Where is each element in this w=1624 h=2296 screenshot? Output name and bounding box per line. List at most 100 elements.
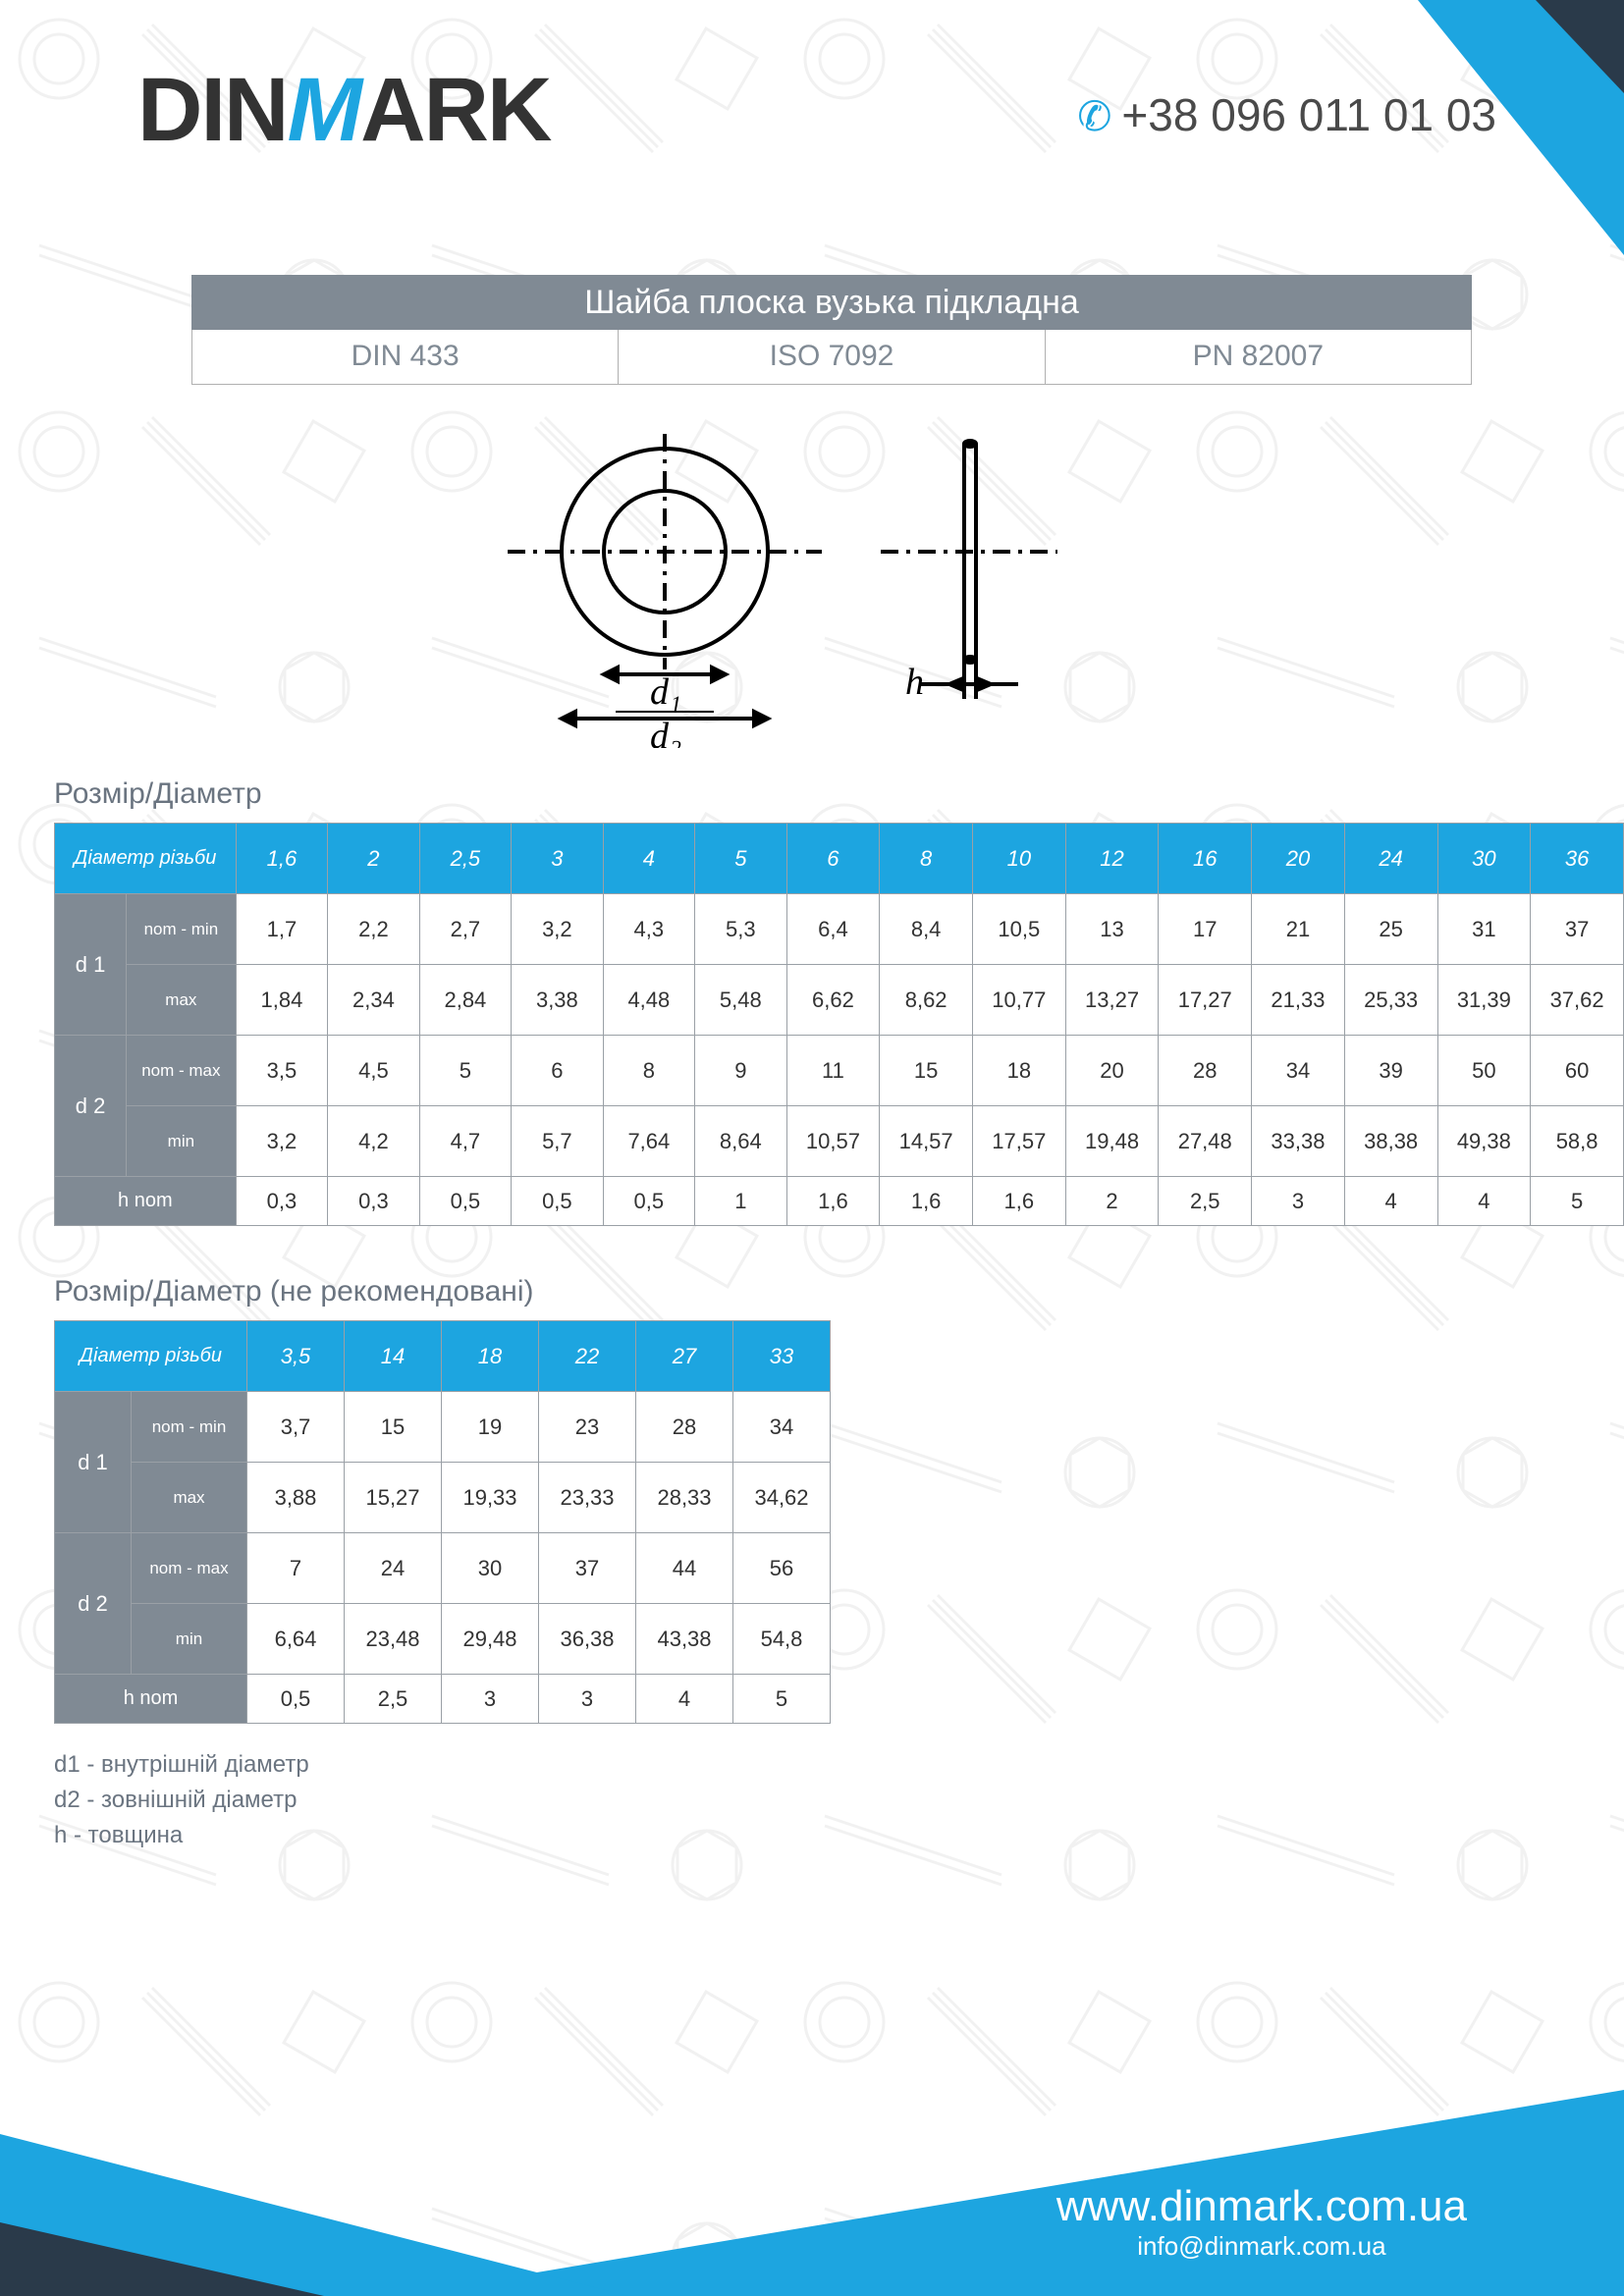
d1-label: d 1 bbox=[55, 1392, 132, 1533]
cell: 2,5 bbox=[345, 1675, 442, 1724]
cell: 6,62 bbox=[786, 965, 880, 1036]
cell: 10,5 bbox=[972, 894, 1065, 965]
cell: 3,5 bbox=[236, 1036, 327, 1106]
col-head: 24 bbox=[1344, 824, 1437, 894]
cell: 44 bbox=[636, 1533, 733, 1604]
col-head: 33 bbox=[733, 1321, 831, 1392]
cell: 1,6 bbox=[972, 1177, 1065, 1226]
d2-label: d₂ bbox=[650, 716, 681, 748]
cell: 23,48 bbox=[345, 1604, 442, 1675]
col-head: 10 bbox=[972, 824, 1065, 894]
page-title: Шайба плоска вузька підкладна bbox=[191, 275, 1472, 330]
cell: 13 bbox=[1065, 894, 1159, 965]
cell: 0,5 bbox=[512, 1177, 603, 1226]
cell: 6,64 bbox=[247, 1604, 345, 1675]
cell: 29,48 bbox=[442, 1604, 539, 1675]
d2-nom-label: nom - max bbox=[127, 1036, 237, 1106]
col-head: 4 bbox=[603, 824, 694, 894]
cell: 1,7 bbox=[236, 894, 327, 965]
cell: 28 bbox=[636, 1392, 733, 1463]
cell: 3,88 bbox=[247, 1463, 345, 1533]
col-head: 5 bbox=[695, 824, 786, 894]
header: DINMARK ✆+38 096 011 01 03 bbox=[0, 0, 1624, 275]
cell: 3 bbox=[539, 1675, 636, 1724]
footer-text: www.dinmark.com.ua info@dinmark.com.ua bbox=[1056, 2182, 1467, 2262]
cell: 2 bbox=[1065, 1177, 1159, 1226]
cell: 24 bbox=[345, 1533, 442, 1604]
cell: 18 bbox=[972, 1036, 1065, 1106]
cell: 0,5 bbox=[419, 1177, 511, 1226]
footer: www.dinmark.com.ua info@dinmark.com.ua bbox=[0, 2090, 1624, 2296]
cell: 10,57 bbox=[786, 1106, 880, 1177]
cell: 8,4 bbox=[880, 894, 973, 965]
cell: 34 bbox=[733, 1392, 831, 1463]
cell: 11 bbox=[786, 1036, 880, 1106]
cell: 8,64 bbox=[695, 1106, 786, 1177]
d2-nom-label: nom - max bbox=[132, 1533, 247, 1604]
cell: 4,48 bbox=[603, 965, 694, 1036]
cell: 28 bbox=[1159, 1036, 1252, 1106]
d2-min-label: min bbox=[127, 1106, 237, 1177]
logo-post: ARK bbox=[360, 60, 550, 160]
d1-nom-label: nom - min bbox=[127, 894, 237, 965]
col-head: 1,6 bbox=[236, 824, 327, 894]
cell: 5,48 bbox=[695, 965, 786, 1036]
col-head: 36 bbox=[1531, 824, 1624, 894]
cell: 0,5 bbox=[603, 1177, 694, 1226]
phone-icon: ✆ bbox=[1077, 93, 1111, 139]
col-head: 27 bbox=[636, 1321, 733, 1392]
cell: 8,62 bbox=[880, 965, 973, 1036]
cell: 4,5 bbox=[328, 1036, 419, 1106]
cell: 9 bbox=[695, 1036, 786, 1106]
cell: 21,33 bbox=[1252, 965, 1345, 1036]
cell: 34 bbox=[1252, 1036, 1345, 1106]
cell: 6 bbox=[512, 1036, 603, 1106]
cell: 19,33 bbox=[442, 1463, 539, 1533]
cell: 0,3 bbox=[328, 1177, 419, 1226]
standards-row: DIN 433 ISO 7092 PN 82007 bbox=[191, 330, 1472, 385]
cell: 39 bbox=[1344, 1036, 1437, 1106]
cell: 10,77 bbox=[972, 965, 1065, 1036]
cell: 3,2 bbox=[236, 1106, 327, 1177]
legend: d1 - внутрішній діаметр d2 - зовнішній д… bbox=[54, 1747, 1624, 1853]
legend-h: h - товщина bbox=[54, 1818, 1624, 1853]
cell: 25 bbox=[1344, 894, 1437, 965]
legend-d2: d2 - зовнішній діаметр bbox=[54, 1783, 1624, 1818]
h-label: h bbox=[905, 662, 924, 703]
cell: 2,7 bbox=[419, 894, 511, 965]
col-head: 20 bbox=[1252, 824, 1345, 894]
col-head: 18 bbox=[442, 1321, 539, 1392]
cell: 20 bbox=[1065, 1036, 1159, 1106]
logo-pre: DIN bbox=[137, 60, 287, 160]
cell: 1 bbox=[695, 1177, 786, 1226]
cell: 3,38 bbox=[512, 965, 603, 1036]
cell: 2,5 bbox=[1159, 1177, 1252, 1226]
cell: 15 bbox=[345, 1392, 442, 1463]
cell: 30 bbox=[442, 1533, 539, 1604]
cell: 23 bbox=[539, 1392, 636, 1463]
cell: 3 bbox=[1252, 1177, 1345, 1226]
cell: 54,8 bbox=[733, 1604, 831, 1675]
cell: 31 bbox=[1437, 894, 1531, 965]
logo-mid: M bbox=[287, 60, 360, 160]
d1-nom-label: nom - min bbox=[132, 1392, 247, 1463]
cell: 4,7 bbox=[419, 1106, 511, 1177]
cell: 8 bbox=[603, 1036, 694, 1106]
cell: 37 bbox=[539, 1533, 636, 1604]
cell: 6,4 bbox=[786, 894, 880, 965]
col-head: 14 bbox=[345, 1321, 442, 1392]
cell: 17,27 bbox=[1159, 965, 1252, 1036]
cell: 2,34 bbox=[328, 965, 419, 1036]
col-head: 22 bbox=[539, 1321, 636, 1392]
col-head: 2,5 bbox=[419, 824, 511, 894]
cell: 34,62 bbox=[733, 1463, 831, 1533]
cell: 37 bbox=[1531, 894, 1624, 965]
cell: 4 bbox=[1344, 1177, 1437, 1226]
cell: 5 bbox=[1531, 1177, 1624, 1226]
cell: 50 bbox=[1437, 1036, 1531, 1106]
standard-din: DIN 433 bbox=[191, 330, 619, 385]
cell: 58,8 bbox=[1531, 1106, 1624, 1177]
cell: 14,57 bbox=[880, 1106, 973, 1177]
header-label: Діаметр різьби bbox=[55, 1321, 247, 1392]
cell: 37,62 bbox=[1531, 965, 1624, 1036]
